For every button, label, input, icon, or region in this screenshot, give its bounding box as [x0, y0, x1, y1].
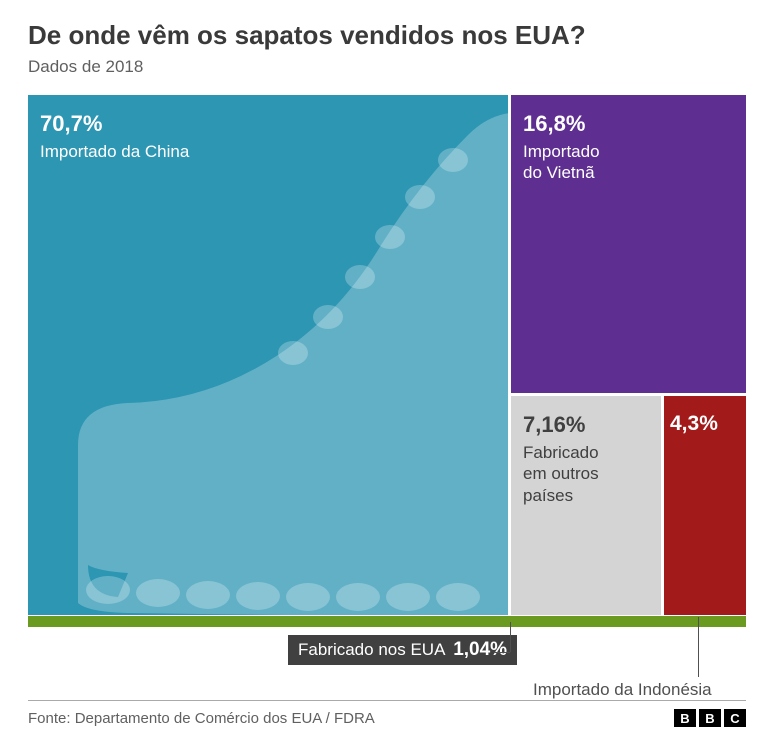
usa-badge: Fabricado nos EUA 1,04%: [288, 635, 517, 665]
indonesia-callout-line: [698, 617, 699, 677]
chart-title: De onde vêm os sapatos vendidos nos EUA?: [28, 20, 746, 51]
bbc-logo: B B C: [674, 709, 746, 727]
block-vietnam: 16,8% Importadodo Vietnã: [511, 95, 746, 393]
china-pct: 70,7%: [40, 111, 496, 137]
bbc-letter-3: C: [724, 709, 746, 727]
china-label: Importado da China: [40, 141, 496, 162]
source-text: Fonte: Departamento de Comércio dos EUA …: [28, 710, 375, 727]
usa-pct: 1,04%: [453, 639, 507, 660]
other-pct: 7,16%: [523, 412, 649, 438]
usa-label: Fabricado nos EUA: [298, 640, 444, 659]
indonesia-pct: 4,3%: [670, 412, 740, 436]
chart-subtitle: Dados de 2018: [28, 57, 746, 77]
vietnam-label: Importadodo Vietnã: [523, 141, 734, 184]
treemap-chart: 70,7% Importado da China 16,8%: [28, 95, 746, 627]
usa-callout-line-v: [510, 622, 511, 652]
bbc-letter-2: B: [699, 709, 721, 727]
vietnam-pct: 16,8%: [523, 111, 734, 137]
footer: Fonte: Departamento de Comércio dos EUA …: [28, 700, 746, 727]
other-label: Fabricadoem outrospaíses: [523, 442, 649, 506]
indonesia-callout-text: Importado da Indonésia: [533, 680, 712, 700]
block-china: 70,7% Importado da China: [28, 95, 508, 615]
usa-callout-line-h: [494, 652, 510, 653]
block-usa: [28, 616, 746, 627]
bbc-letter-1: B: [674, 709, 696, 727]
block-indonesia: 4,3%: [664, 396, 746, 615]
block-other: 7,16% Fabricadoem outrospaíses: [511, 396, 661, 615]
